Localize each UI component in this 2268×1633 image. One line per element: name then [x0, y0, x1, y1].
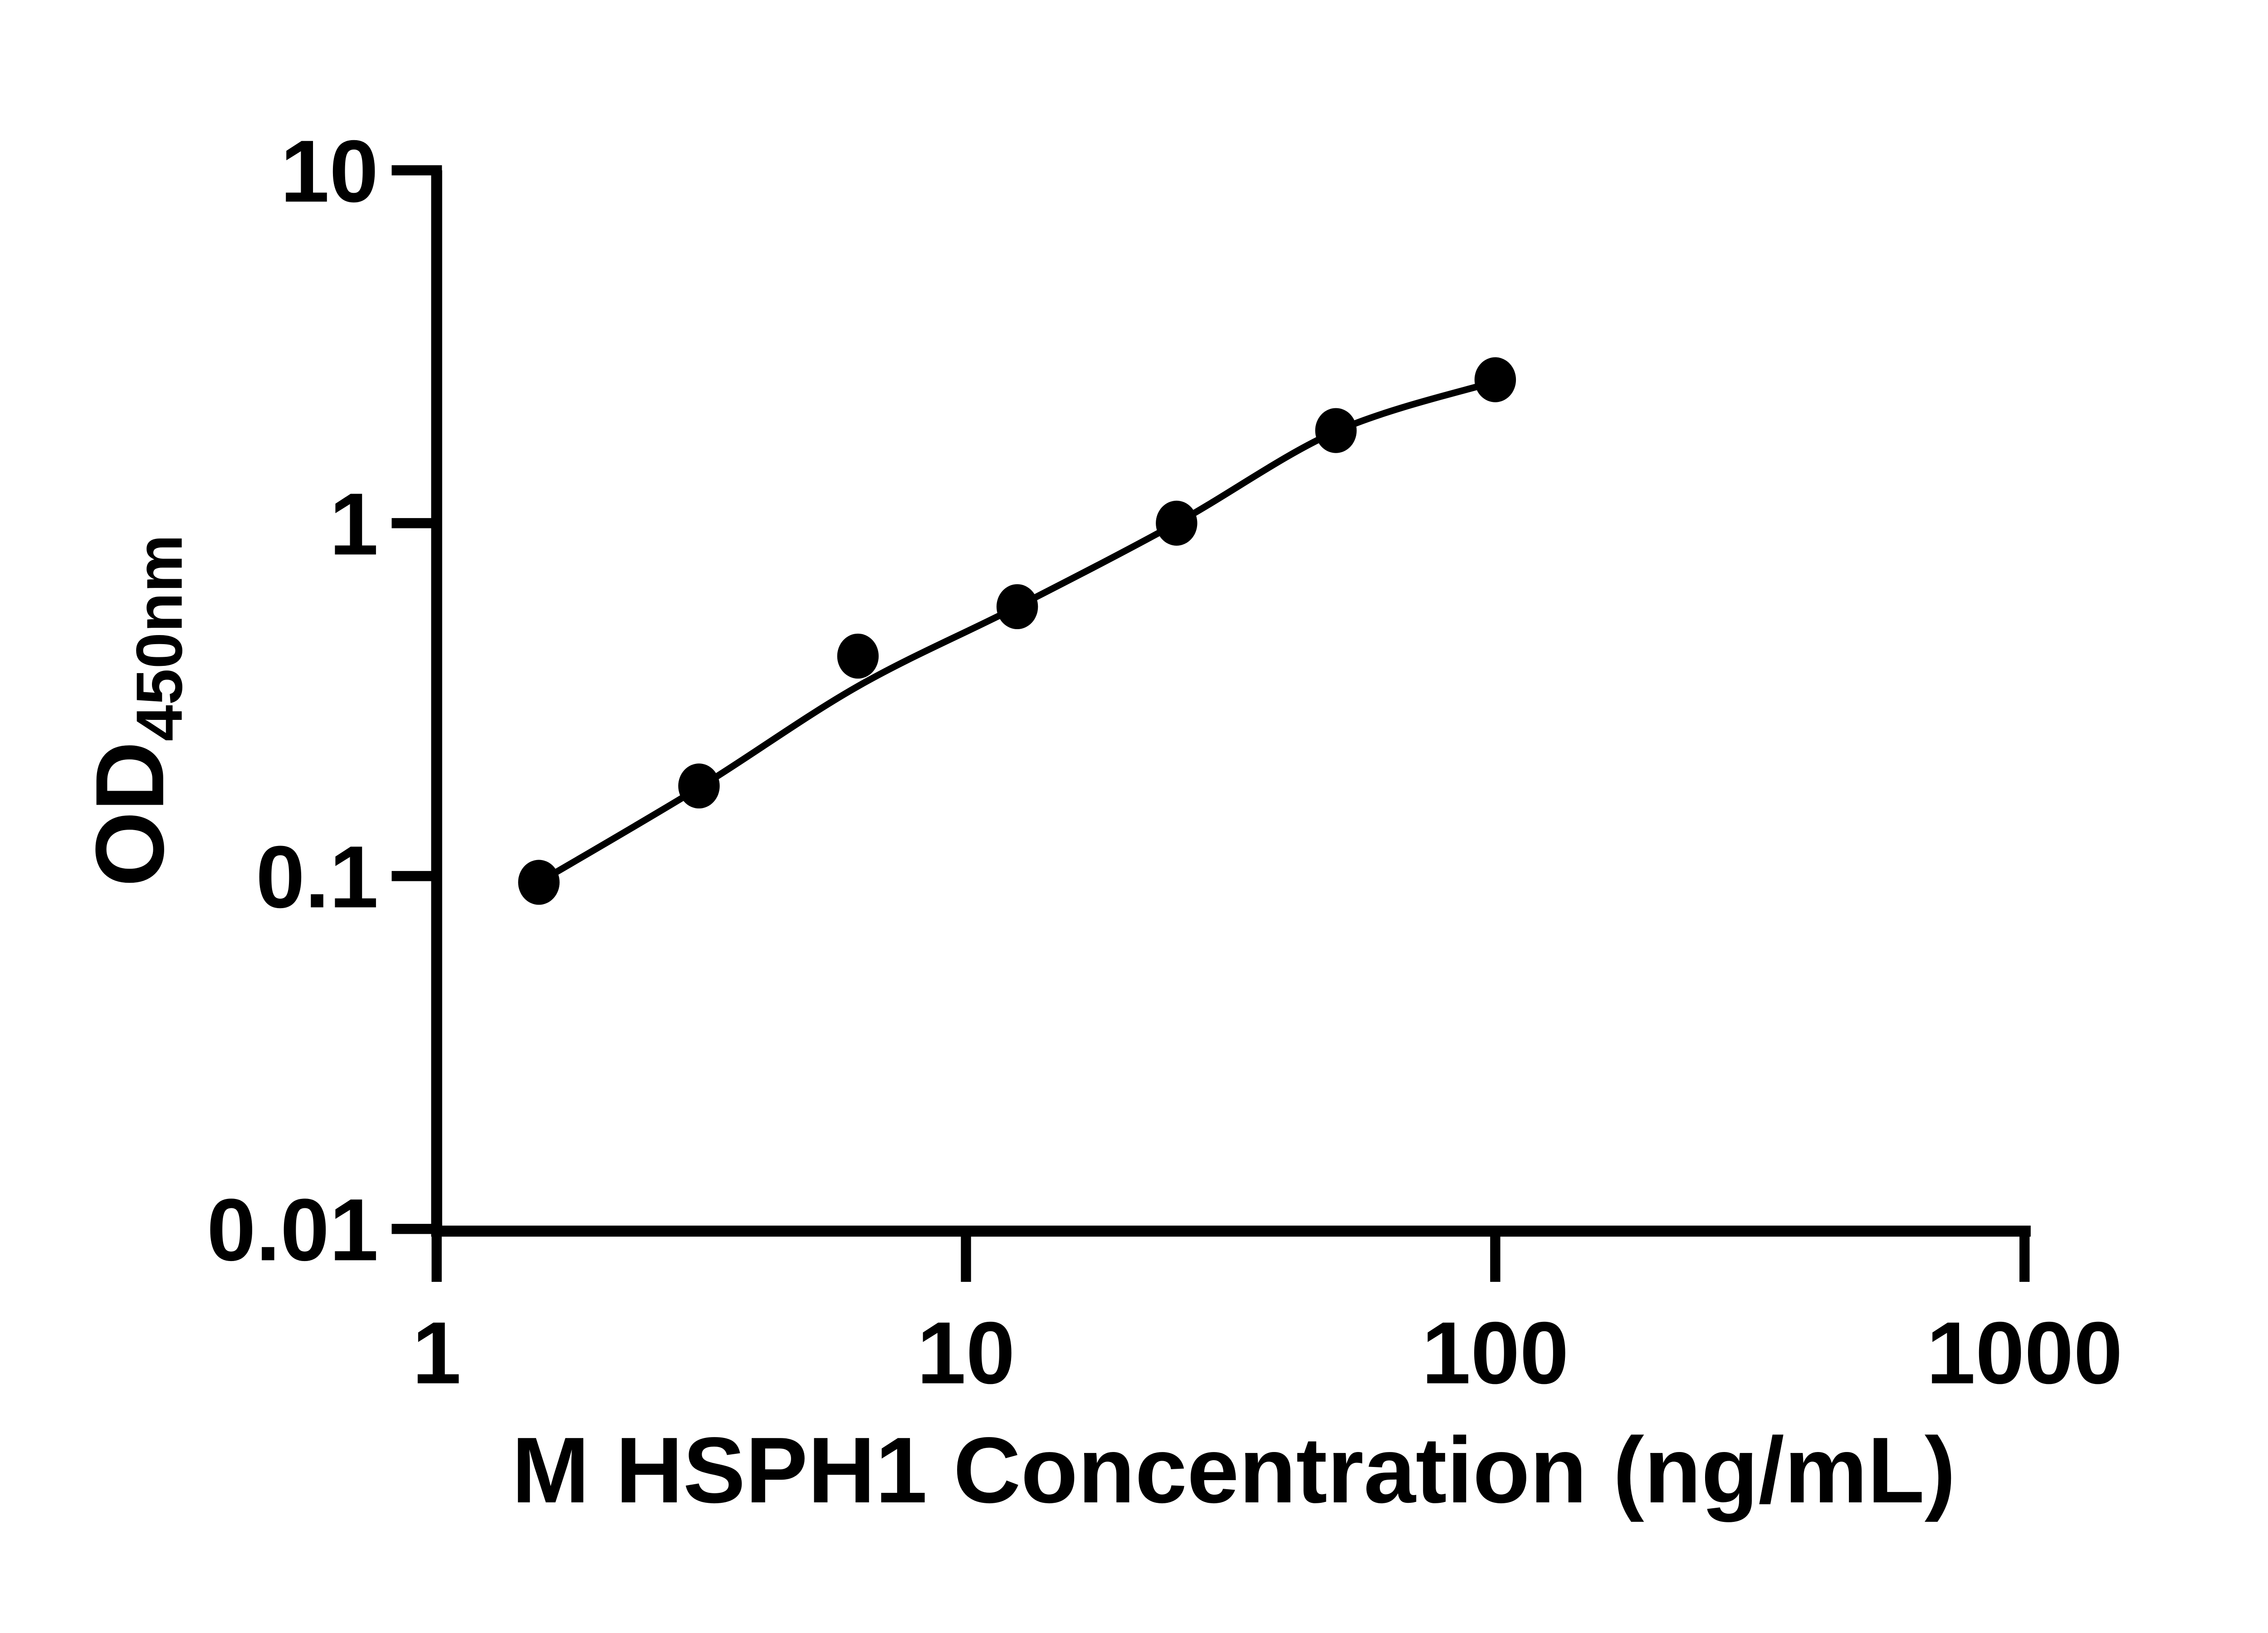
y-axis-title-subscript: 450nm — [123, 534, 196, 741]
x-tick-label: 10 — [917, 1304, 1015, 1403]
data-point — [1474, 357, 1516, 402]
data-point — [837, 633, 879, 679]
y-axis-ticks — [391, 165, 442, 1234]
fit-curve — [535, 378, 1499, 886]
data-points — [518, 357, 1516, 905]
y-tick-label: 0.01 — [207, 1181, 379, 1279]
y-axis-tick-labels: 10 1 0.1 0.01 — [207, 122, 379, 1279]
y-axis-title-main: OD — [76, 741, 184, 887]
y-axis-title: OD450nm — [76, 534, 196, 887]
y-tick-label: 1 — [329, 475, 378, 573]
data-point — [518, 860, 560, 905]
y-tick-label: 0.1 — [256, 828, 378, 926]
x-axis-ticks — [431, 1231, 2030, 1282]
x-axis-title: M HSPH1 Concentration (ng/mL) — [512, 1418, 1955, 1522]
x-tick-label: 1000 — [1926, 1304, 2123, 1403]
axis-frame — [431, 170, 2031, 1237]
data-point — [996, 584, 1038, 630]
data-point — [678, 763, 720, 809]
x-tick-label: 100 — [1422, 1304, 1569, 1403]
data-point — [1315, 408, 1357, 453]
data-point — [1156, 500, 1198, 546]
x-tick-label: 1 — [412, 1304, 461, 1403]
x-axis-tick-labels: 1 10 100 1000 — [412, 1304, 2123, 1403]
y-tick-label: 10 — [280, 122, 378, 220]
